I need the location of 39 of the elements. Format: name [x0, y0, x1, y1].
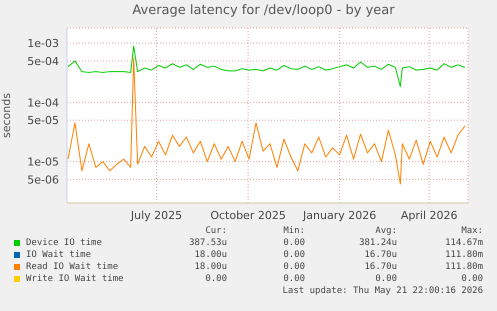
text: 381.24u	[359, 237, 397, 249]
text: 114.67m	[445, 237, 483, 249]
text: 16.70u	[364, 249, 397, 261]
line-series	[67, 58, 466, 184]
text: 0.00	[283, 261, 305, 273]
text: 111.80m	[445, 261, 483, 273]
text: 0.00	[461, 273, 483, 285]
text: 16.70u	[364, 261, 397, 273]
text: Min:	[283, 225, 305, 237]
text: 18.00u	[194, 261, 227, 273]
y-axis-title: seconds	[0, 92, 13, 138]
y-tick-label: 5e-04	[27, 54, 59, 68]
text: 387.53u	[189, 237, 227, 249]
text: Max:	[461, 225, 483, 237]
text: Cur:	[205, 225, 227, 237]
text: Avg:	[375, 225, 397, 237]
y-tick-label: 5e-05	[27, 114, 59, 128]
y-tick-label: 1e-04	[27, 96, 59, 110]
text: 0.00	[283, 273, 305, 285]
legend-label: Write IO Wait time	[26, 273, 124, 285]
legend-label: Read IO Wait time	[26, 261, 118, 273]
text: 18.00u	[194, 249, 227, 261]
text: 111.80m	[445, 249, 483, 261]
y-tick-label: 1e-03	[27, 37, 59, 50]
text: 0.00	[283, 249, 305, 261]
text: Last update: Thu May 21 22:00:16 2026	[282, 285, 483, 297]
line-series	[67, 46, 466, 88]
x-tick-label: October 2025	[210, 208, 286, 222]
text: 0.00	[375, 273, 397, 285]
chart-title: Average latency for /dev/loop0 - by year	[131, 2, 396, 20]
y-tick-label: 5e-06	[27, 173, 59, 186]
legend-label: IO Wait time	[26, 249, 92, 261]
x-tick-label: January 2026	[302, 208, 376, 222]
x-tick-label: July 2025	[130, 208, 182, 222]
text: 0.00	[205, 273, 227, 285]
text: 0.00	[283, 237, 305, 249]
legend-label: Device IO time	[26, 237, 102, 249]
x-tick-label: April 2026	[400, 208, 458, 222]
y-tick-label: 1e-05	[27, 156, 59, 168]
